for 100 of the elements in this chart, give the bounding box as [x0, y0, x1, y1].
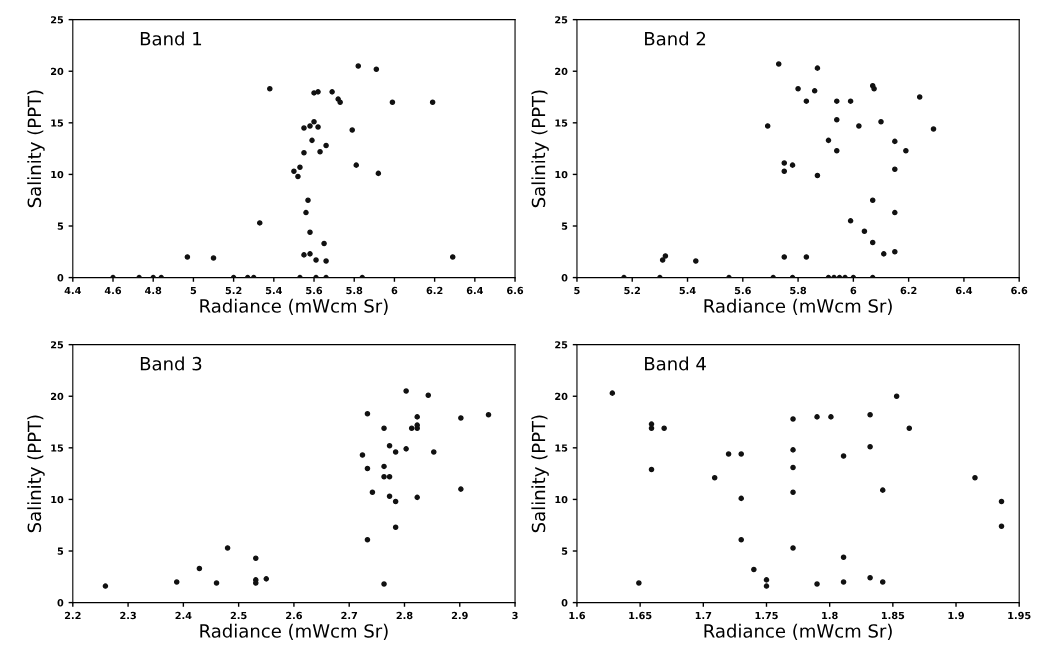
- x-tick-label: 5: [574, 286, 580, 295]
- point: [621, 274, 627, 278]
- point: [267, 86, 273, 92]
- y-tick-label: 15: [555, 444, 568, 452]
- point: [429, 99, 436, 105]
- y-tick-label: 20: [555, 67, 568, 76]
- point: [764, 123, 771, 129]
- point: [425, 392, 432, 398]
- y-axis-title: Salinity (PPT): [27, 415, 45, 533]
- point: [364, 465, 371, 472]
- x-tick-label: 5.8: [790, 286, 807, 295]
- point: [738, 451, 744, 457]
- y-axis-title: Salinity (PPT): [531, 415, 549, 533]
- point: [307, 251, 313, 257]
- point: [781, 168, 788, 175]
- x-tick-label: 1.6: [569, 611, 586, 620]
- y-tick-label: 10: [555, 495, 568, 504]
- point: [803, 98, 810, 104]
- y-tick-label: 0: [57, 274, 64, 282]
- point: [790, 447, 796, 453]
- y-tick-label: 0: [57, 599, 64, 607]
- point: [803, 254, 810, 260]
- y-tick-label: 15: [51, 119, 64, 127]
- point: [790, 489, 796, 495]
- x-tick-label: 1.95: [1008, 611, 1031, 620]
- point: [840, 554, 847, 560]
- text: Band 2: [645, 31, 706, 46]
- point: [847, 98, 854, 104]
- y-tick-label: 5: [561, 547, 568, 555]
- x-tick-label: 5.6: [306, 286, 323, 295]
- text: Band 4: [645, 356, 706, 371]
- point: [381, 473, 387, 480]
- point: [110, 274, 116, 278]
- point: [102, 583, 109, 589]
- point: [738, 495, 744, 502]
- point: [252, 555, 259, 562]
- point: [414, 425, 420, 432]
- point: [315, 89, 321, 95]
- point: [930, 126, 937, 132]
- x-axis-title: Radiance (mWcm Sr): [200, 623, 388, 640]
- x-tick-label: 5.2: [225, 286, 242, 295]
- point: [892, 166, 898, 173]
- point: [867, 412, 873, 418]
- point: [381, 463, 387, 470]
- y-axis-title: Salinity (PPT): [531, 90, 549, 208]
- point: [781, 160, 788, 166]
- x-tick-label: 1.8: [822, 611, 838, 620]
- point: [840, 453, 847, 459]
- point: [906, 425, 913, 432]
- x-tick-label: 2.5: [230, 611, 247, 620]
- point: [297, 274, 303, 278]
- x-tick-label: 5.4: [679, 286, 696, 295]
- x-tick-label: 2.2: [64, 611, 81, 620]
- point: [386, 473, 393, 480]
- point: [323, 258, 329, 264]
- point: [893, 393, 900, 400]
- point: [725, 451, 732, 457]
- point: [790, 545, 796, 551]
- point: [916, 94, 923, 100]
- point: [313, 274, 319, 278]
- point: [213, 580, 220, 586]
- point: [403, 446, 409, 452]
- point: [449, 254, 456, 260]
- point: [781, 254, 788, 260]
- point: [309, 137, 315, 144]
- x-axis-title: Radiance (mWcm Sr): [200, 298, 388, 315]
- point: [184, 254, 191, 260]
- point: [825, 137, 832, 144]
- point: [662, 253, 669, 259]
- point: [364, 536, 371, 543]
- x-axis-title: Radiance (mWcm Sr): [704, 298, 892, 315]
- point: [609, 390, 616, 396]
- point: [291, 168, 297, 175]
- point: [414, 414, 420, 420]
- point: [814, 65, 821, 71]
- point: [301, 252, 307, 258]
- point: [795, 86, 801, 92]
- point: [323, 142, 329, 149]
- point: [210, 255, 217, 261]
- y-tick-label: 25: [555, 16, 568, 24]
- x-tick-label: 6.6: [1011, 286, 1028, 295]
- point: [972, 474, 978, 481]
- point: [659, 257, 666, 263]
- point: [369, 489, 376, 495]
- point: [295, 173, 301, 180]
- point: [263, 576, 270, 582]
- point: [869, 197, 876, 203]
- point: [173, 579, 180, 585]
- point: [847, 218, 854, 224]
- text: Band 1: [140, 31, 202, 46]
- y-tick-label: 10: [51, 170, 64, 179]
- y-tick-label: 5: [57, 222, 64, 230]
- point: [726, 274, 732, 278]
- x-tick-label: 1.9: [948, 611, 965, 620]
- y-tick-label: 5: [561, 222, 568, 230]
- point: [329, 89, 335, 95]
- x-tick-label: 6.2: [426, 286, 443, 295]
- point: [892, 209, 898, 216]
- point: [303, 209, 309, 216]
- point: [403, 388, 409, 394]
